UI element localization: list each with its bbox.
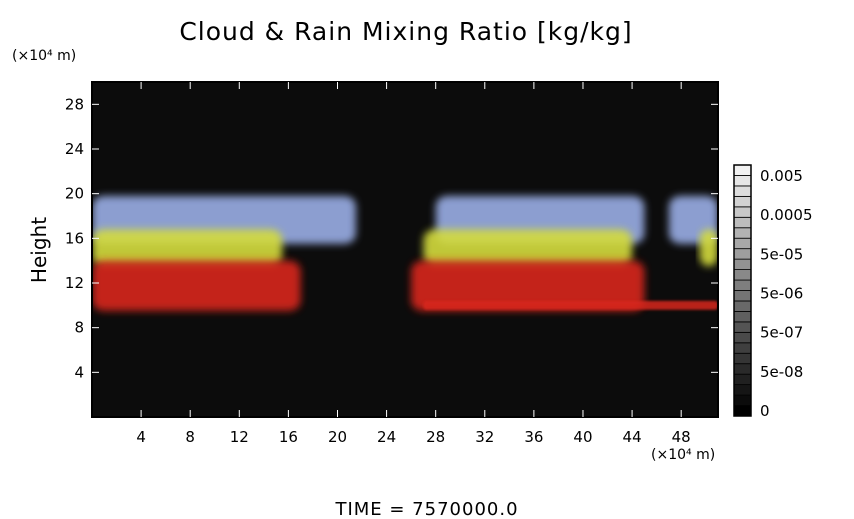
x-axis: 4 8 12 16 20 24 28 32 36 40 44 48 (136, 82, 691, 446)
layer-1-region-1 (423, 229, 633, 267)
x-tick-label: 16 (279, 428, 298, 446)
time-label: TIME = 7570000.0 (334, 499, 518, 519)
x-tick-label: 4 (136, 428, 146, 446)
colorbar-level (733, 279, 752, 291)
colorbar-level (733, 237, 752, 250)
x-tick-label: 44 (623, 428, 642, 446)
y-tick-label: 20 (65, 185, 84, 203)
layer-1-region-0 (92, 229, 283, 267)
y-tick-label: 8 (74, 319, 84, 337)
colorbar-level (733, 185, 752, 197)
colorbar-level (733, 373, 752, 386)
colorbar-label: 0.005 (760, 167, 803, 185)
colorbar-level (733, 258, 752, 270)
y-tick-label: 16 (65, 229, 84, 247)
x-tick-label: 48 (672, 428, 691, 446)
colorbar-level (733, 311, 752, 323)
colorbar-level (733, 290, 752, 302)
colorbar: 0.005 0.0005 5e-05 5e-06 5e-07 5e-08 0 (733, 164, 813, 420)
colorbar-level (733, 363, 752, 375)
layer-1-region-2 (699, 229, 718, 267)
colorbar-level (733, 321, 752, 333)
colorbar-label: 5e-06 (760, 285, 803, 303)
colorbar-level (733, 405, 752, 417)
x-tick-label: 8 (185, 428, 195, 446)
colorbar-level (733, 352, 752, 365)
x-unit-label: (×10⁴ m) (651, 447, 715, 463)
colorbar-level (733, 175, 752, 187)
colorbar-level (733, 164, 752, 176)
colorbar-level (733, 248, 752, 260)
layer-2-region-1 (411, 260, 645, 311)
colorbar-label: 0.0005 (760, 206, 813, 224)
layer-3-region-0 (423, 300, 718, 310)
x-tick-label: 32 (475, 428, 494, 446)
y-axis-label: Height (27, 217, 51, 283)
colorbar-label: 5e-08 (760, 363, 803, 381)
plot-frame (91, 81, 719, 418)
colorbar-level (733, 269, 752, 281)
x-tick-label: 24 (377, 428, 396, 446)
colorbar-level (733, 384, 752, 396)
colorbar-label: 0 (760, 402, 770, 420)
x-tick-label: 36 (524, 428, 543, 446)
y-tick-label: 12 (65, 274, 84, 292)
colorbar-level (733, 195, 752, 208)
colorbar-level (733, 331, 752, 344)
colorbar-level (733, 394, 752, 406)
x-tick-label: 28 (426, 428, 445, 446)
y-axis: 4 8 12 16 20 24 28 (65, 95, 718, 381)
x-tick-label: 40 (573, 428, 592, 446)
colorbar-level (733, 227, 752, 239)
colorbar-label: 5e-07 (760, 324, 803, 342)
x-tick-label: 20 (328, 428, 347, 446)
y-unit-label: (×10⁴ m) (12, 48, 76, 64)
y-tick-label: 24 (65, 140, 84, 158)
colorbar-frame (733, 164, 752, 417)
colorbar-level (733, 342, 752, 354)
colorbar-level (733, 216, 752, 229)
colorbar-level (733, 206, 752, 218)
x-tick-label: 12 (230, 428, 249, 446)
heatmap-field (92, 195, 718, 311)
colorbar-level (733, 300, 752, 312)
layer-2-region-0 (92, 260, 301, 311)
y-tick-label: 4 (74, 363, 84, 381)
y-tick-label: 28 (65, 95, 84, 113)
colorbar-label: 5e-05 (760, 245, 803, 263)
chart-title: Cloud & Rain Mixing Ratio [kg/kg] (179, 17, 632, 46)
